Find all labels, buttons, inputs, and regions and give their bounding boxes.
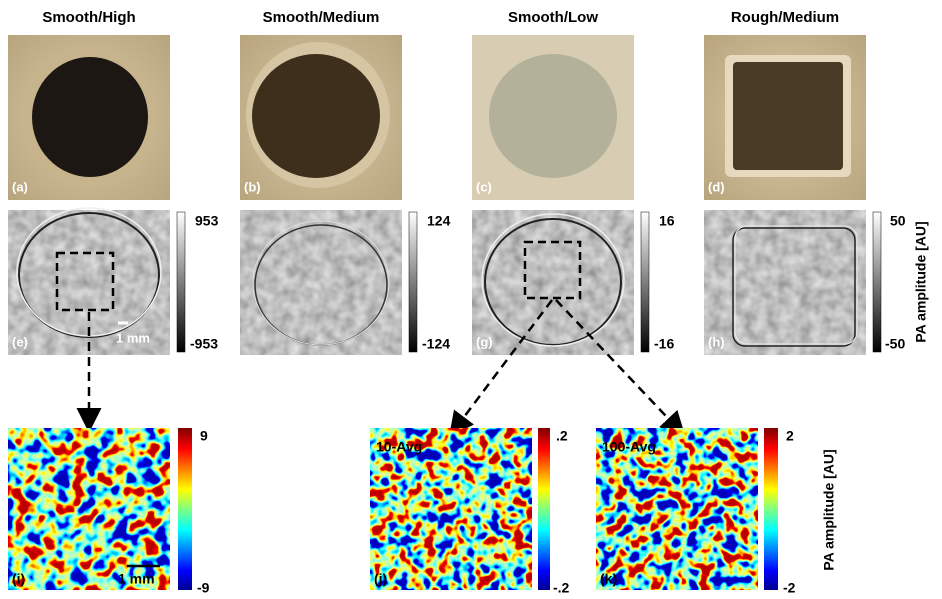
pa-image: 1 mm (e) 953 -953 xyxy=(8,208,219,355)
panel-label: (d) xyxy=(708,179,725,194)
panel-label: (h) xyxy=(708,334,725,349)
column-title: Smooth/Low xyxy=(508,9,598,26)
column-title: Rough/Medium xyxy=(731,9,839,26)
colorbar-min: -953 xyxy=(190,336,218,352)
colorbar-max: 953 xyxy=(195,213,219,229)
panel-label: (e) xyxy=(12,334,28,349)
colorbar-min: -9 xyxy=(197,580,210,596)
colorbar-max: 124 xyxy=(427,213,451,229)
column-title: Smooth/Medium xyxy=(263,9,380,26)
colorbar-min: -.2 xyxy=(553,580,570,596)
note: 100-Avg xyxy=(602,439,656,455)
figure: Smooth/High Smooth/Medium Smooth/Low Rou… xyxy=(0,0,942,599)
colorbar-min: -2 xyxy=(783,580,796,596)
colorbar-max: .2 xyxy=(556,428,568,444)
colorbar-max: 2 xyxy=(786,428,794,444)
photo: (a) xyxy=(8,35,170,200)
colorbar-min: -50 xyxy=(885,336,905,352)
zoom-image: 10-Avg (j) .2 -.2 xyxy=(370,428,570,596)
photo: (c) xyxy=(472,35,634,200)
colorbar-min: -16 xyxy=(654,336,674,352)
colorbar-max: 50 xyxy=(890,213,906,229)
panel-label: (c) xyxy=(476,179,492,194)
colorbar-max: 9 xyxy=(200,428,208,444)
scale-label: 1 mm xyxy=(116,330,150,345)
axis-label: PA amplitude [AU] xyxy=(913,221,929,342)
panel-label: (a) xyxy=(12,179,28,194)
zoom-image: 1 mm (i) 9 -9 xyxy=(8,428,210,596)
pa-image: (h) 50 -50 PA amplitude [AU] xyxy=(704,210,929,355)
column-title: Smooth/High xyxy=(42,9,135,26)
panel-label: (g) xyxy=(476,334,493,349)
scale-label: 1 mm xyxy=(118,571,155,587)
panel-label: (j) xyxy=(374,571,387,587)
panel-label: (k) xyxy=(600,571,617,587)
pa-image: 124 -124 xyxy=(240,210,451,355)
note: 10-Avg xyxy=(376,439,422,455)
photo: (d) xyxy=(704,35,866,200)
photo: (b) xyxy=(240,35,402,200)
pa-image: (g) 16 -16 xyxy=(472,210,675,355)
zoom-image: 100-Avg (k) 2 -2 PA amplitude [AU] xyxy=(596,428,837,596)
colorbar-max: 16 xyxy=(659,213,675,229)
panel-label: (b) xyxy=(244,179,261,194)
panel-label: (i) xyxy=(12,571,25,587)
axis-label: PA amplitude [AU] xyxy=(821,449,837,570)
colorbar-min: -124 xyxy=(422,336,450,352)
